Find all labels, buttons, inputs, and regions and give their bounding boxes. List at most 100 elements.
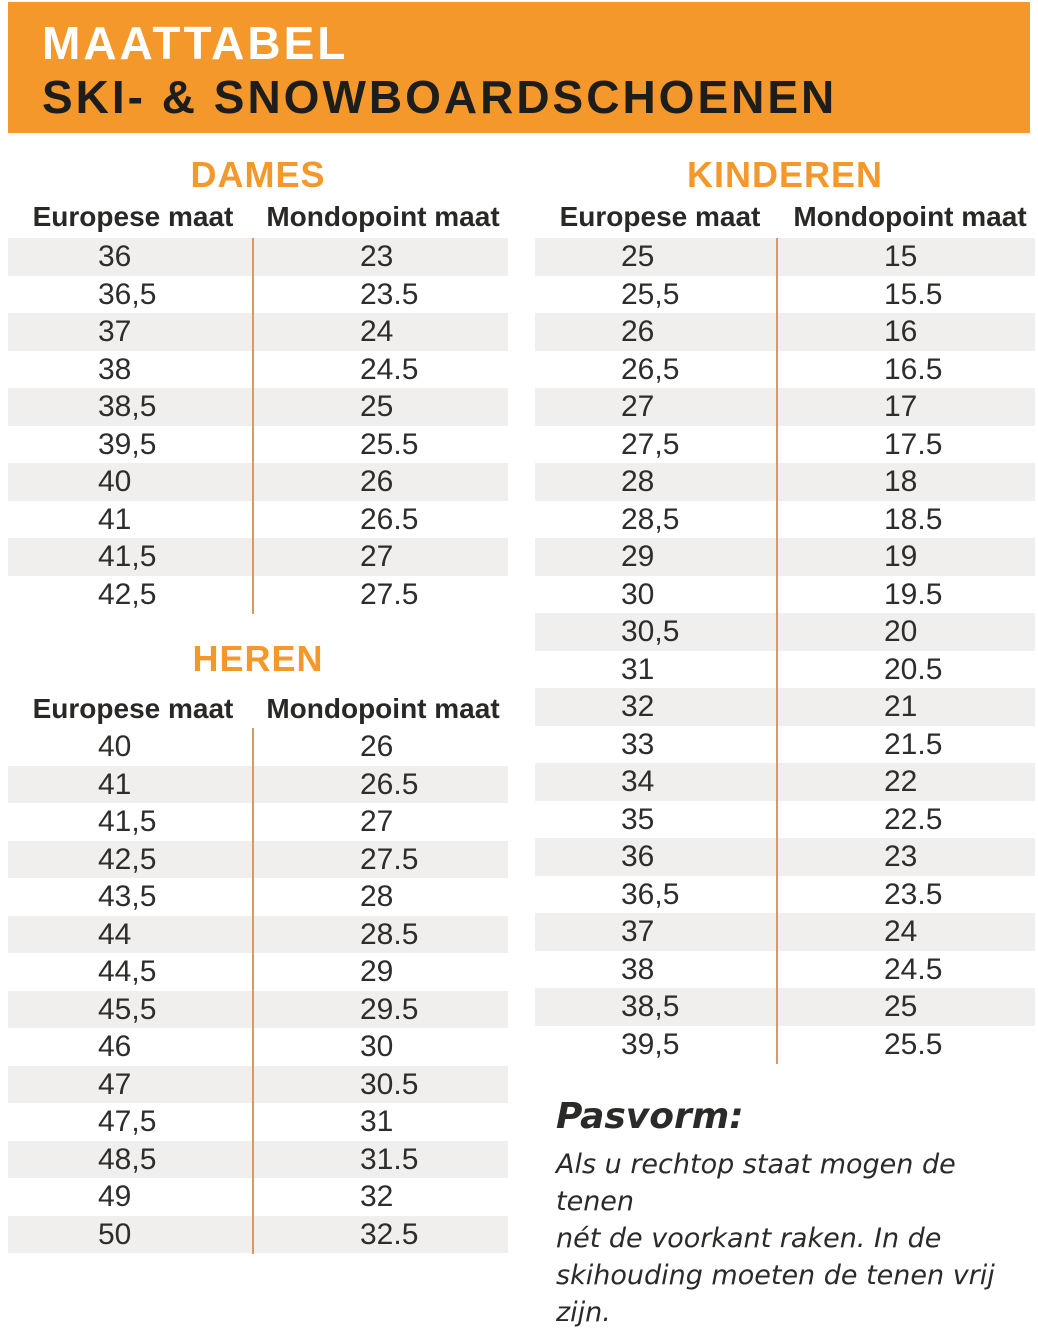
column-header-european-size: Europese maat (559, 201, 761, 232)
table-row: 36,5 23.5 (8, 276, 508, 314)
mondopoint-size-value: 26.5 (360, 502, 419, 536)
table-row: 41,5 27 (8, 803, 508, 841)
dames-table-body: 36 23 36,5 23.5 37 24 38 24.5 38,5 25 39,5 25.5 40 26… (8, 238, 508, 613)
table-row: 46 30 (8, 1028, 508, 1066)
mondopoint-size-value: 26.5 (360, 767, 419, 801)
european-size-value: 38,5 (98, 390, 157, 423)
european-size-value: 28,5 (621, 502, 680, 536)
european-size-value: 32 (621, 690, 655, 723)
european-size-value: 26,5 (621, 352, 680, 386)
mondopoint-size-value: 29.5 (360, 992, 419, 1026)
mondopoint-size-value: 20 (884, 615, 918, 648)
mondopoint-size-value: 28 (360, 880, 394, 913)
table-row: 41 26.5 (8, 501, 508, 539)
size-chart-page: { "banner": { "line1": "MAATTABEL", "lin… (8, 2, 1035, 1328)
mondopoint-size-value: 28.5 (360, 917, 419, 951)
mondopoint-size-value: 19 (884, 540, 918, 573)
european-size-value: 36 (98, 240, 132, 273)
european-size-value: 41 (98, 767, 132, 801)
heren-table-body: 40 26 41 26.5 41,5 27 42,5 27.5 43,5 28 44 28.5 44,5… (8, 728, 508, 1253)
table-row: 25,5 15.5 (535, 276, 1035, 314)
table-row: 30,5 20 (535, 613, 1035, 651)
european-size-value: 40 (98, 730, 132, 763)
mondopoint-size-value: 21 (884, 690, 918, 723)
mondopoint-size-value: 31 (360, 1105, 394, 1138)
column-header-mondopoint-size: Mondopoint maat (266, 201, 500, 232)
mondopoint-size-value: 24 (360, 315, 394, 348)
mondopoint-size-value: 15.5 (884, 277, 943, 311)
banner-title-line1: MAATTABEL (42, 17, 349, 69)
mondopoint-size-value: 25 (884, 990, 918, 1023)
european-size-value: 48,5 (98, 1142, 157, 1176)
european-size-value: 42,5 (98, 577, 157, 611)
european-size-value: 25 (621, 240, 655, 273)
mondopoint-size-value: 23.5 (884, 877, 943, 911)
table-row: 34 22 (535, 763, 1035, 801)
column-header-european-size: Europese maat (32, 201, 234, 232)
mondopoint-size-value: 31.5 (360, 1142, 419, 1176)
table-row: 44,5 29 (8, 953, 508, 991)
heren-column-divider (252, 728, 254, 1254)
mondopoint-size-value: 24.5 (360, 352, 419, 386)
table-row: 30 19.5 (535, 576, 1035, 614)
table-row: 37 24 (8, 313, 508, 351)
mondopoint-size-value: 17 (884, 390, 918, 423)
table-row: 36 23 (8, 238, 508, 276)
european-size-value: 30 (621, 577, 655, 611)
mondopoint-size-value: 27 (360, 805, 394, 838)
heren-column-headers: Europese maat Mondopoint maat (8, 690, 508, 728)
european-size-value: 25,5 (621, 277, 680, 311)
mondopoint-size-value: 23.5 (360, 277, 419, 311)
kinderen-table-body: 25 15 25,5 15.5 26 16 26,5 16.5 27 17 27,5 17.5 28 18… (535, 238, 1035, 1063)
mondopoint-size-value: 23 (360, 240, 394, 273)
european-size-value: 40 (98, 465, 132, 498)
european-size-value: 47,5 (98, 1105, 157, 1138)
kinderen-column-divider (776, 238, 778, 1064)
table-row: 39,5 25.5 (8, 426, 508, 464)
mondopoint-size-value: 30 (360, 1030, 394, 1063)
european-size-value: 29 (621, 540, 655, 573)
fit-note-title: Pasvorm: (556, 1096, 744, 1137)
mondopoint-size-value: 25.5 (884, 1027, 943, 1061)
heren-section-title: HEREN (192, 638, 324, 679)
mondopoint-size-value: 23 (884, 840, 918, 873)
european-size-value: 38 (621, 952, 655, 986)
table-row: 42,5 27.5 (8, 840, 508, 878)
european-size-value: 34 (621, 765, 655, 798)
table-row: 50 32.5 (8, 1215, 508, 1253)
column-header-mondopoint-size: Mondopoint maat (266, 693, 500, 724)
european-size-value: 36,5 (98, 277, 157, 311)
european-size-value: 41,5 (98, 540, 157, 573)
table-row: 48,5 31.5 (8, 1140, 508, 1178)
table-row: 38 24.5 (8, 351, 508, 389)
european-size-value: 47 (98, 1067, 132, 1101)
table-row: 40 26 (8, 463, 508, 501)
table-row: 41 26.5 (8, 765, 508, 803)
european-size-value: 27,5 (621, 427, 680, 461)
european-size-value: 35 (621, 802, 655, 836)
table-row: 36,5 23.5 (535, 876, 1035, 914)
european-size-value: 37 (621, 915, 655, 948)
european-size-value: 39,5 (621, 1027, 680, 1061)
european-size-value: 41,5 (98, 805, 157, 838)
dames-column-headers: Europese maat Mondopoint maat (8, 198, 508, 236)
dames-section-title: DAMES (190, 154, 326, 195)
mondopoint-size-value: 26 (360, 730, 394, 763)
european-size-value: 38,5 (621, 990, 680, 1023)
table-row: 36 23 (535, 838, 1035, 876)
european-size-value: 45,5 (98, 992, 157, 1026)
mondopoint-size-value: 22 (884, 765, 918, 798)
table-row: 43,5 28 (8, 878, 508, 916)
european-size-value: 26 (621, 315, 655, 348)
mondopoint-size-value: 24 (884, 915, 918, 948)
european-size-value: 44 (98, 917, 132, 951)
european-size-value: 31 (621, 652, 655, 686)
european-size-value: 43,5 (98, 880, 157, 913)
fit-note-line: Als u rechtop staat mogen de tenen (556, 1149, 956, 1217)
table-row: 45,5 29.5 (8, 990, 508, 1028)
kinderen-section-title: KINDEREN (686, 154, 883, 195)
mondopoint-size-value: 27 (360, 540, 394, 573)
european-size-value: 50 (98, 1217, 132, 1251)
mondopoint-size-value: 17.5 (884, 427, 943, 461)
table-row: 32 21 (535, 688, 1035, 726)
